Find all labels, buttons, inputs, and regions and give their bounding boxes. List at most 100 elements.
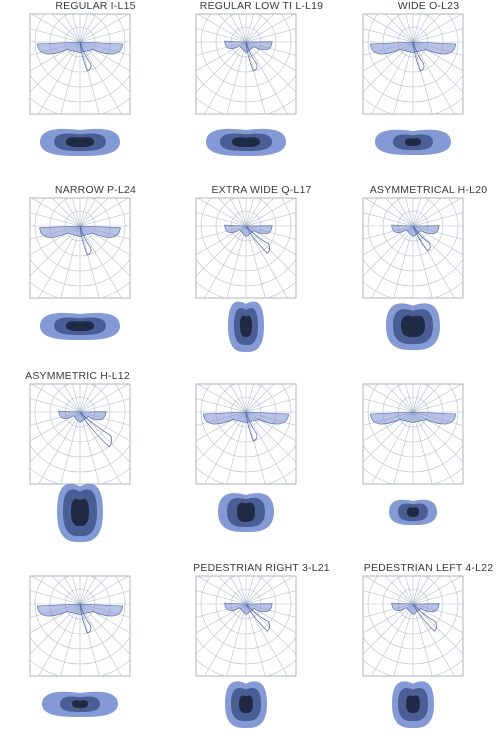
beam-outline bbox=[79, 41, 92, 72]
grid-spoke bbox=[79, 198, 88, 227]
beam-outline bbox=[79, 603, 92, 634]
grid-ring bbox=[178, 562, 336, 694]
grid-ring bbox=[12, 370, 170, 502]
grid-spoke bbox=[412, 14, 430, 43]
grid-spoke bbox=[412, 198, 421, 227]
grid-spoke bbox=[238, 576, 247, 605]
grid-spoke bbox=[196, 28, 247, 43]
polar-diagram bbox=[362, 575, 464, 729]
grid-spoke bbox=[229, 198, 247, 227]
grid-spoke bbox=[384, 14, 414, 43]
photometric-panel: ASYMMETRIC H-L12 bbox=[12, 370, 179, 557]
polar-diagram bbox=[178, 562, 336, 729]
isolux-contour bbox=[401, 315, 425, 338]
grid-spoke bbox=[30, 225, 81, 277]
grid-spoke bbox=[51, 198, 81, 227]
grid-spoke bbox=[196, 41, 247, 72]
grid-spoke bbox=[30, 41, 81, 93]
grid-spoke bbox=[245, 28, 296, 43]
photometric-panel: PEDESTRIAN LEFT 4-L22 bbox=[345, 562, 502, 749]
grid-ring bbox=[345, 184, 502, 316]
grid-spoke bbox=[226, 411, 247, 484]
grid-spoke bbox=[371, 225, 414, 298]
grid-spoke bbox=[412, 225, 433, 298]
grid-ring bbox=[363, 659, 463, 676]
grid-spoke bbox=[363, 225, 414, 256]
grid-spoke bbox=[196, 603, 247, 655]
grid-spoke bbox=[229, 576, 247, 605]
grid-spoke bbox=[245, 41, 296, 72]
isolux-contour bbox=[72, 700, 88, 709]
isolux-contour bbox=[407, 507, 419, 518]
grid-spoke bbox=[396, 14, 414, 43]
panel-title: PEDESTRIAN LEFT 4-L22 bbox=[363, 562, 494, 574]
grid-spoke bbox=[196, 212, 247, 227]
grid-spoke bbox=[79, 14, 130, 43]
grid-ring bbox=[196, 97, 296, 114]
isolux-contour bbox=[240, 315, 252, 338]
grid-spoke bbox=[79, 384, 130, 413]
grid-spoke bbox=[79, 41, 130, 93]
beam-distribution bbox=[58, 410, 107, 423]
grid-spoke bbox=[245, 576, 254, 605]
panel-title: NARROW P-L24 bbox=[54, 184, 137, 196]
grid-spoke bbox=[245, 384, 296, 413]
grid-spoke bbox=[217, 14, 247, 43]
grid-spoke bbox=[384, 198, 414, 227]
grid-spoke bbox=[412, 576, 430, 605]
grid-spoke bbox=[79, 225, 122, 298]
grid-spoke bbox=[412, 225, 455, 298]
grid-spoke bbox=[30, 28, 81, 43]
beam-outline bbox=[79, 411, 113, 448]
beam-outline bbox=[412, 225, 431, 252]
grid-spoke bbox=[363, 28, 414, 43]
grid-spoke bbox=[412, 41, 433, 114]
grid-spoke bbox=[412, 576, 442, 605]
grid-spoke bbox=[79, 603, 130, 655]
polar-diagram bbox=[29, 575, 131, 718]
grid-spoke bbox=[363, 14, 414, 43]
grid-spoke bbox=[393, 41, 414, 114]
grid-spoke bbox=[72, 14, 81, 43]
isolux-contour bbox=[66, 321, 94, 332]
grid-spoke bbox=[79, 411, 130, 442]
grid-spoke bbox=[38, 603, 81, 676]
beam-outline bbox=[79, 225, 92, 256]
beam-outline bbox=[245, 41, 258, 72]
grid-spoke bbox=[363, 41, 414, 93]
isolux-contour bbox=[66, 137, 94, 148]
polar-diagram bbox=[29, 13, 131, 157]
grid-spoke bbox=[79, 384, 109, 413]
grid-spoke bbox=[196, 398, 247, 413]
grid-spoke bbox=[217, 384, 247, 413]
grid-spoke bbox=[196, 576, 247, 605]
grid-spoke bbox=[30, 411, 81, 442]
grid-spoke bbox=[30, 576, 81, 605]
grid-spoke bbox=[412, 384, 430, 413]
grid-spoke bbox=[79, 41, 122, 114]
grid-spoke bbox=[393, 225, 414, 298]
photometric-panel bbox=[178, 370, 345, 557]
grid-spoke bbox=[79, 411, 122, 484]
grid-spoke bbox=[226, 225, 247, 298]
grid-spoke bbox=[196, 198, 247, 227]
polar-diagram bbox=[195, 197, 297, 353]
grid-ring bbox=[30, 659, 130, 676]
grid-spoke bbox=[79, 225, 100, 298]
panel-title: ASYMMETRIC H-L12 bbox=[25, 370, 130, 382]
polar-diagram bbox=[29, 197, 131, 341]
grid-spoke bbox=[396, 198, 414, 227]
grid-ring bbox=[345, 0, 502, 132]
grid-spoke bbox=[30, 212, 81, 227]
grid-spoke bbox=[79, 28, 130, 43]
grid-spoke bbox=[63, 14, 81, 43]
grid-ring bbox=[345, 370, 502, 502]
beam-outline bbox=[245, 603, 270, 632]
grid-spoke bbox=[245, 384, 254, 413]
photometric-panel bbox=[345, 370, 502, 557]
grid-spoke bbox=[412, 411, 455, 484]
isolux-contour bbox=[232, 137, 260, 148]
grid-spoke bbox=[30, 14, 81, 43]
grid-spoke bbox=[79, 398, 130, 413]
grid-spoke bbox=[79, 212, 130, 227]
